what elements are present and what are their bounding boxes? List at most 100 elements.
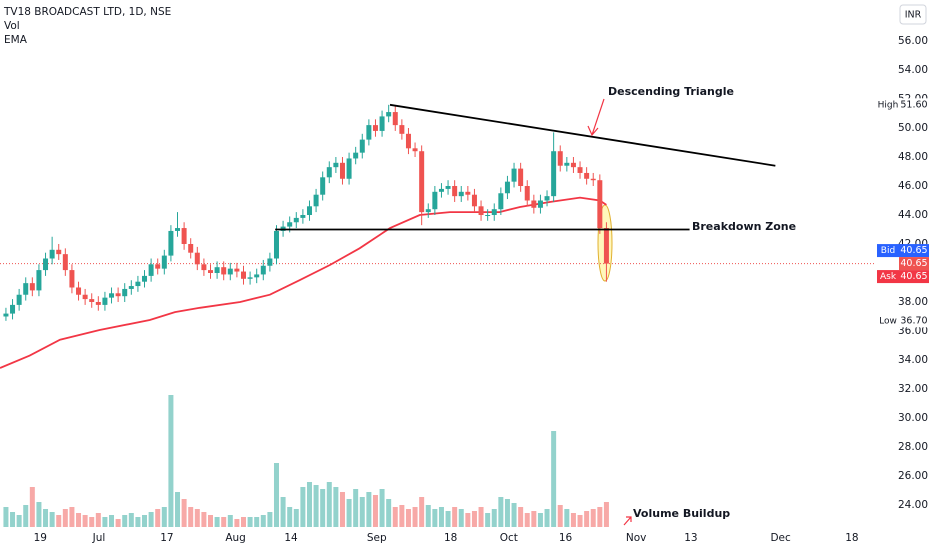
volume-bar (267, 512, 273, 527)
volume-bar (234, 519, 240, 527)
candle-body (267, 258, 273, 266)
candle-body (300, 215, 306, 218)
volume-bar (485, 513, 491, 527)
y-tick-label: 56.00 (898, 35, 928, 47)
volume-bar (69, 507, 75, 527)
y-tick-label: 50.00 (898, 122, 928, 134)
volume-bar (504, 499, 510, 527)
volume-bar (194, 509, 200, 527)
x-tick-label: Nov (626, 532, 647, 544)
price-marker-value: 40.65 (900, 271, 927, 282)
candle-body (518, 168, 524, 187)
candle-body (168, 230, 174, 256)
candle-body (227, 268, 233, 275)
candle-body (524, 186, 530, 201)
candle-body (273, 230, 279, 259)
candle-body (293, 217, 299, 223)
volume-bar (181, 499, 187, 527)
volume-bar (175, 492, 181, 527)
candle-body (445, 186, 451, 189)
volume-bar (438, 507, 444, 527)
volume-bar (227, 515, 233, 527)
indicator-label: EMA (4, 34, 28, 46)
volume-bar (49, 512, 55, 527)
volume-bar (320, 489, 326, 527)
price-marker-value-box (899, 98, 929, 112)
candle-body (214, 267, 220, 273)
price-marker-value: 36.70 (900, 315, 927, 326)
candle-body (161, 255, 167, 269)
candle-body (478, 206, 484, 216)
volume-bar (240, 517, 246, 527)
volume-bar (432, 509, 438, 527)
annotation-text: Descending Triangle (608, 85, 734, 98)
y-tick-label: 24.00 (898, 499, 928, 511)
candle-body (584, 172, 590, 179)
candle-body (188, 244, 194, 253)
volume-bar (43, 509, 49, 527)
price-marker-name: High (878, 100, 899, 110)
volume-bar (419, 497, 425, 527)
x-tick-label: 18 (845, 532, 858, 544)
last-price-label: 40.65 (900, 258, 927, 269)
volume-bar (109, 515, 115, 527)
candle-body (62, 254, 68, 271)
candle-body (590, 178, 596, 181)
y-tick-label: 34.00 (898, 354, 928, 366)
candle-body (128, 286, 134, 289)
candle-body (597, 180, 603, 229)
candle-body (29, 283, 35, 291)
volume-bar (89, 517, 95, 527)
annotation-arrow (587, 98, 605, 137)
currency-box[interactable] (899, 4, 927, 25)
candle-body (353, 152, 359, 159)
volume-bar (102, 517, 108, 527)
x-tick-label: 19 (34, 532, 47, 544)
volume-bar (10, 512, 16, 527)
candle-body (23, 283, 29, 295)
last-price-box (899, 257, 929, 271)
volume-bar (36, 502, 42, 527)
candle-body (76, 287, 82, 295)
price-marker-name-box (877, 314, 899, 328)
candle-body (56, 249, 62, 255)
currency-label[interactable]: INR (905, 10, 922, 21)
candle-body (491, 209, 497, 216)
x-tick-label: 14 (284, 532, 298, 544)
volume-bar (452, 507, 458, 527)
volume-bar (155, 509, 161, 527)
candle-body (208, 270, 214, 273)
candle-body (102, 297, 108, 305)
volume-bar (405, 509, 411, 527)
candle-body (135, 281, 141, 287)
volume-bar (273, 463, 279, 527)
candle-body (175, 228, 181, 231)
price-marker-value-box (899, 314, 929, 328)
y-tick-label: 54.00 (898, 64, 928, 76)
candle-body (432, 191, 438, 210)
candle-body (531, 200, 537, 208)
candle-body (339, 162, 345, 179)
candle-body (452, 186, 458, 197)
candle-body (221, 267, 227, 275)
volume-bar (62, 509, 68, 527)
volume-bar (56, 515, 62, 527)
volume-bar (135, 517, 141, 527)
candle-body (142, 275, 148, 282)
candle-body (43, 258, 49, 271)
x-tick-label: Jul (92, 532, 106, 544)
candle-body (379, 116, 385, 131)
volume-bar (445, 511, 451, 527)
candle-body (194, 252, 200, 265)
candle-body (313, 194, 319, 207)
volume-bar (95, 513, 101, 527)
candle-body (260, 265, 266, 275)
volume-bar (16, 515, 22, 527)
volume-bar (142, 515, 148, 527)
volume-bar (122, 515, 128, 527)
x-tick-label: 16 (559, 532, 573, 544)
volume-bar (208, 515, 214, 527)
volume-bar (603, 502, 609, 527)
candle-body (544, 196, 550, 201)
volume-bar (537, 513, 543, 527)
